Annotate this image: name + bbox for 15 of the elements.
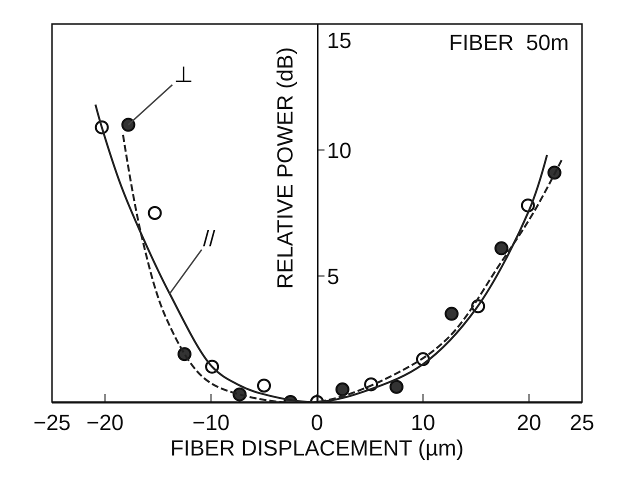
- x-tick-label: 10: [410, 410, 436, 435]
- y-tick-label: 15: [327, 28, 352, 53]
- text: //: [203, 226, 216, 251]
- y-tick-label: 10: [327, 138, 352, 163]
- x-tick-label: −25: [33, 410, 71, 435]
- annotation: FIBER 50m: [449, 30, 569, 55]
- x-axis-title: FIBER DISPLACEMENT (µm): [170, 436, 464, 461]
- text: ⊥: [174, 62, 194, 87]
- x-tick-label: −20: [86, 410, 124, 435]
- x-tick-label: 0: [310, 410, 324, 435]
- x-tick-label: 25: [570, 410, 594, 435]
- y-axis-title: RELATIVE POWER (dB): [272, 47, 298, 289]
- y-tick-label: 5: [327, 264, 340, 289]
- x-tick-label: −10: [192, 410, 230, 435]
- x-tick-label: 20: [516, 410, 542, 435]
